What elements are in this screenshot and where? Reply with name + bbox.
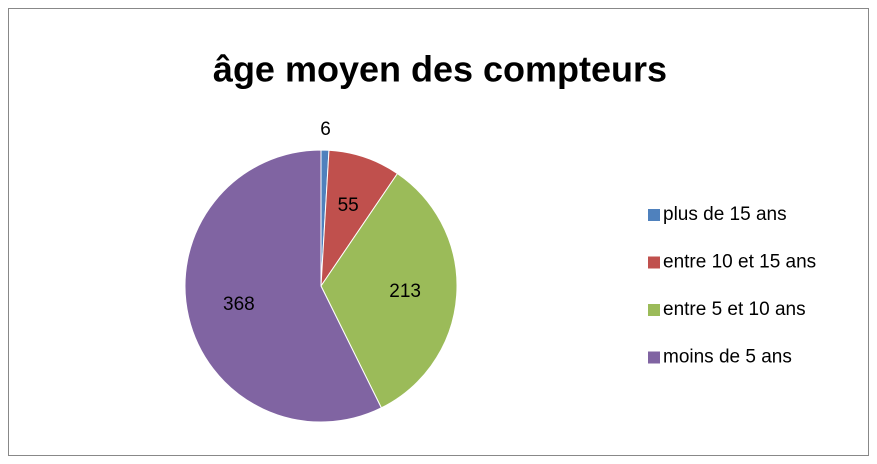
chart-title: âge moyen des compteurs [213,49,667,90]
legend-label: moins de 5 ans [663,347,792,368]
pie-slice [184,149,383,423]
data-label: 213 [389,281,421,302]
legend-swatch [648,209,660,221]
legend-label: plus de 15 ans [663,204,787,225]
data-label: 368 [223,294,255,315]
data-label: 55 [338,195,359,216]
legend-label: entre 10 et 15 ans [663,252,816,273]
legend-swatch [648,256,660,269]
pie-slice [320,172,458,409]
legend-swatch [648,351,660,364]
legend-swatch [648,304,660,316]
legend-label: entre 5 et 10 ans [663,299,806,320]
data-label: 6 [320,119,331,140]
